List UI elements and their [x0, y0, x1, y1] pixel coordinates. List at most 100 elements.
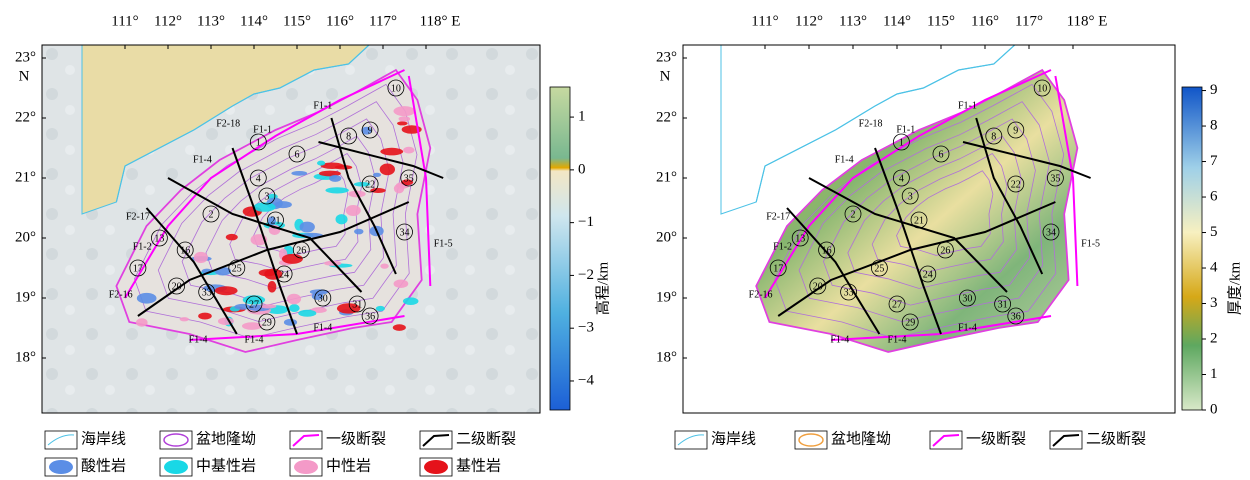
- unit-label: 22: [1011, 179, 1021, 190]
- unit-label: 13: [154, 233, 164, 244]
- fault-label: F2-16: [749, 289, 773, 300]
- unit-label: 29: [905, 317, 915, 328]
- rock-body: [394, 184, 404, 193]
- colorbar-tick-label: −4: [578, 372, 594, 388]
- legend-label: 盆地隆坳: [196, 430, 256, 447]
- x-tick-label: 112°: [154, 13, 182, 29]
- rock-body: [394, 106, 416, 116]
- unit-label: 9: [1013, 125, 1018, 136]
- colorbar-tick-label: 2: [1210, 330, 1218, 346]
- y-tick-label: 19°: [15, 289, 36, 305]
- legend-label: 盆地隆坳: [831, 430, 891, 447]
- x-tick-label: 114°: [240, 13, 268, 29]
- x-tick-label: 114°: [883, 13, 911, 29]
- rock-body: [260, 304, 276, 308]
- rock-body: [335, 165, 353, 169]
- rock-body: [376, 306, 385, 311]
- rock-body: [399, 116, 411, 121]
- unit-label: 29: [262, 317, 272, 328]
- figure: F1-1F1-1F2-18F1-4F1-4F1-4F1-5F2-16F2-17F…: [0, 0, 1250, 480]
- fault-label: F1-4: [888, 334, 907, 345]
- colorbar-tick-label: 0: [578, 161, 586, 177]
- unit-label: 20: [172, 281, 182, 292]
- rock-body: [268, 281, 277, 293]
- fault-label: F1-1: [958, 100, 977, 111]
- colorbar-tick-label: 8: [1210, 117, 1218, 133]
- legend-label: 二级断裂: [1086, 430, 1146, 447]
- colorbar: [1182, 87, 1202, 410]
- unit-label: 33: [202, 287, 212, 298]
- x-tick-label: 115°: [283, 13, 311, 29]
- unit-label: 33: [844, 287, 854, 298]
- rock-body: [403, 147, 414, 154]
- unit-label: 20: [813, 281, 823, 292]
- rock-body: [373, 173, 381, 177]
- y-tick-label: 18°: [15, 349, 36, 365]
- legend-label: 一级断裂: [966, 430, 1026, 447]
- rock-body: [403, 297, 419, 305]
- rock-body: [394, 280, 409, 288]
- colorbar-label: 高程/km: [594, 262, 611, 316]
- unit-label: 34: [1046, 227, 1056, 238]
- unit-label: 16: [822, 245, 832, 256]
- unit-label: 4: [256, 173, 261, 184]
- x-tick-label: 112°: [795, 13, 823, 29]
- x-tick-label: 116°: [971, 13, 999, 29]
- unit-label: 4: [899, 173, 904, 184]
- colorbar-label: 厚度/km: [1226, 262, 1243, 316]
- unit-label: 16: [180, 245, 190, 256]
- unit-label: 6: [295, 149, 300, 160]
- y-unit: N: [660, 68, 671, 84]
- fault-label: F1-4: [245, 334, 264, 345]
- unit-label: 27: [249, 299, 259, 310]
- x-tick-label: 113°: [839, 13, 867, 29]
- legend-box: [675, 431, 707, 449]
- unit-label: 36: [1011, 311, 1021, 322]
- unit-label: 34: [400, 227, 410, 238]
- rock-body: [300, 222, 315, 233]
- colorbar-tick-label: 1: [578, 109, 586, 125]
- y-tick-label: 22°: [15, 109, 36, 125]
- rock-body: [287, 294, 301, 305]
- unit-label: 36: [365, 311, 375, 322]
- unit-label: 1: [256, 137, 261, 148]
- unit-label: 13: [795, 233, 805, 244]
- rock-body: [298, 310, 316, 317]
- colorbar: [550, 87, 570, 410]
- legend-label: 酸性岩: [81, 457, 126, 474]
- legend-symbol: [294, 460, 318, 474]
- fault-label: F1-5: [434, 238, 453, 249]
- legend-box: [290, 431, 322, 449]
- rock-body: [354, 229, 363, 235]
- unit-label: 21: [914, 215, 924, 226]
- legend-box: [45, 431, 77, 449]
- y-tick-label: 22°: [656, 109, 677, 125]
- unit-label: 22: [365, 179, 375, 190]
- colorbar-tick-label: 7: [1210, 153, 1218, 169]
- rock-body: [137, 293, 157, 304]
- x-tick-label: 111°: [111, 13, 138, 29]
- fault-label: F1-1: [253, 124, 272, 135]
- fault-label: F1-4: [835, 154, 854, 165]
- fault-label: F1-4: [313, 322, 332, 333]
- unit-label: 21: [271, 215, 281, 226]
- y-tick-label: 23°: [656, 49, 677, 65]
- legend-box: [420, 431, 452, 449]
- y-unit: N: [19, 68, 30, 84]
- unit-label: 8: [991, 131, 996, 142]
- y-tick-label: 23°: [15, 49, 36, 65]
- rock-body: [380, 263, 388, 268]
- rock-body: [291, 171, 307, 176]
- legend-box: [1050, 431, 1082, 449]
- unit-label: 27: [892, 299, 902, 310]
- unit-label: 30: [962, 293, 972, 304]
- legend-symbol: [49, 460, 73, 474]
- fault-label: F2-17: [766, 211, 790, 222]
- unit-label: 9: [368, 125, 373, 136]
- rock-body: [194, 252, 208, 263]
- fault-label: F1-1: [896, 124, 915, 135]
- y-tick-label: 20°: [656, 229, 677, 245]
- colorbar-tick-label: −1: [578, 214, 594, 230]
- x-tick-label: 118° E: [1067, 13, 1108, 29]
